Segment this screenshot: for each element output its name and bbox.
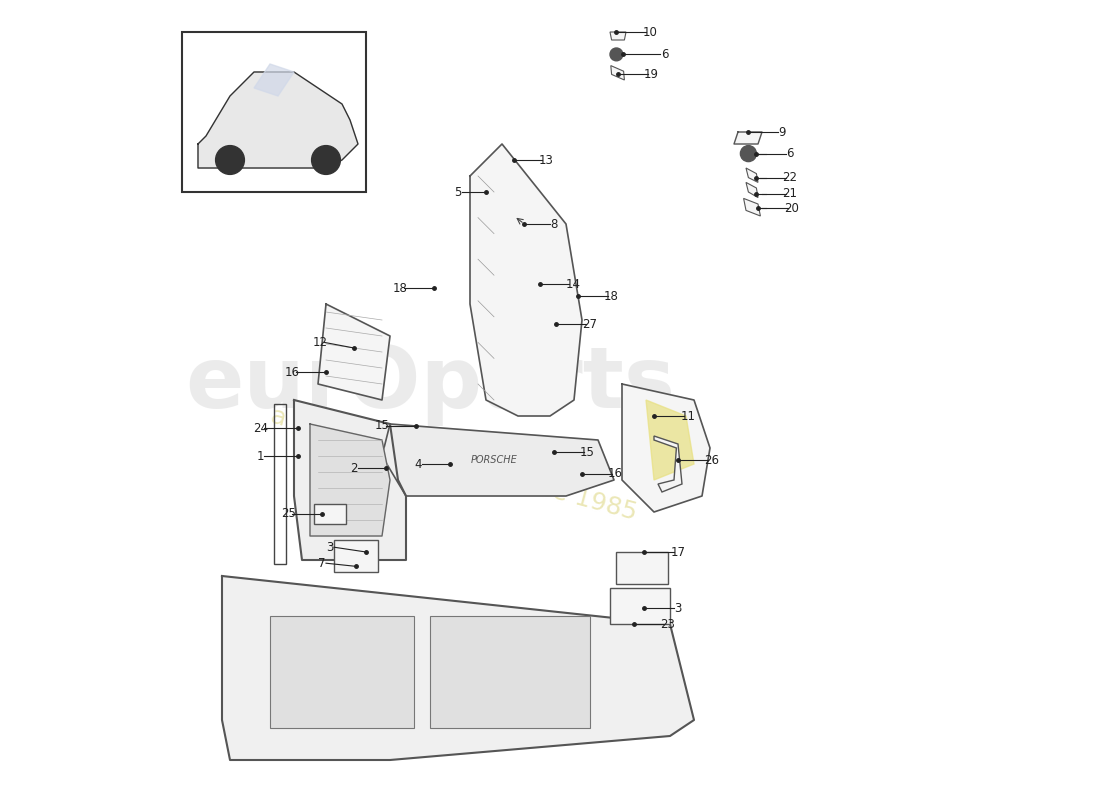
Text: 23: 23 xyxy=(660,618,675,630)
Polygon shape xyxy=(746,182,758,198)
Text: 13: 13 xyxy=(539,154,553,166)
Polygon shape xyxy=(382,424,614,496)
Circle shape xyxy=(311,146,340,174)
Polygon shape xyxy=(254,64,294,96)
FancyBboxPatch shape xyxy=(314,504,346,524)
Polygon shape xyxy=(318,304,390,400)
Text: 10: 10 xyxy=(642,26,658,38)
Polygon shape xyxy=(294,400,406,560)
Text: 19: 19 xyxy=(645,68,659,81)
Text: 5: 5 xyxy=(454,186,462,198)
Circle shape xyxy=(216,146,244,174)
Polygon shape xyxy=(198,72,358,168)
Text: 25: 25 xyxy=(280,507,296,520)
Text: 20: 20 xyxy=(784,202,799,214)
Text: a passion for parts since 1985: a passion for parts since 1985 xyxy=(268,403,640,525)
Text: 6: 6 xyxy=(661,48,668,61)
Text: eurOparts: eurOparts xyxy=(185,342,675,426)
Polygon shape xyxy=(610,66,625,80)
Text: 18: 18 xyxy=(393,282,408,294)
FancyBboxPatch shape xyxy=(270,616,414,728)
Text: 16: 16 xyxy=(608,467,623,480)
Text: 18: 18 xyxy=(604,290,619,302)
Text: 27: 27 xyxy=(583,318,597,330)
Text: PORSCHE: PORSCHE xyxy=(471,455,517,465)
Text: 7: 7 xyxy=(318,557,326,570)
Circle shape xyxy=(610,48,623,61)
Text: 16: 16 xyxy=(285,366,300,378)
Text: 26: 26 xyxy=(704,454,719,466)
FancyBboxPatch shape xyxy=(334,540,378,572)
Text: 21: 21 xyxy=(782,187,797,200)
Polygon shape xyxy=(654,436,682,492)
Text: 1: 1 xyxy=(256,450,264,462)
Text: 17: 17 xyxy=(671,546,685,558)
Polygon shape xyxy=(621,384,710,512)
Polygon shape xyxy=(734,132,762,144)
Text: 14: 14 xyxy=(565,278,581,290)
Text: 24: 24 xyxy=(253,422,268,434)
Text: 8: 8 xyxy=(550,218,558,230)
Text: 3: 3 xyxy=(674,602,682,614)
Polygon shape xyxy=(470,144,582,416)
Text: 15: 15 xyxy=(580,446,595,458)
Bar xyxy=(182,32,366,192)
Circle shape xyxy=(740,146,757,162)
FancyBboxPatch shape xyxy=(610,588,670,624)
Polygon shape xyxy=(746,168,758,182)
FancyBboxPatch shape xyxy=(616,552,668,584)
Polygon shape xyxy=(744,198,760,216)
Text: 11: 11 xyxy=(681,410,696,422)
Polygon shape xyxy=(222,576,694,760)
Text: 3: 3 xyxy=(327,541,333,554)
Text: 6: 6 xyxy=(786,147,794,160)
Text: 12: 12 xyxy=(312,336,328,349)
Polygon shape xyxy=(646,400,694,480)
Text: 4: 4 xyxy=(415,458,421,470)
Text: 22: 22 xyxy=(782,171,797,184)
Text: 15: 15 xyxy=(375,419,389,432)
Text: 9: 9 xyxy=(779,126,785,138)
Polygon shape xyxy=(610,32,626,40)
FancyBboxPatch shape xyxy=(430,616,590,728)
Polygon shape xyxy=(310,424,390,536)
Text: 2: 2 xyxy=(350,462,358,474)
